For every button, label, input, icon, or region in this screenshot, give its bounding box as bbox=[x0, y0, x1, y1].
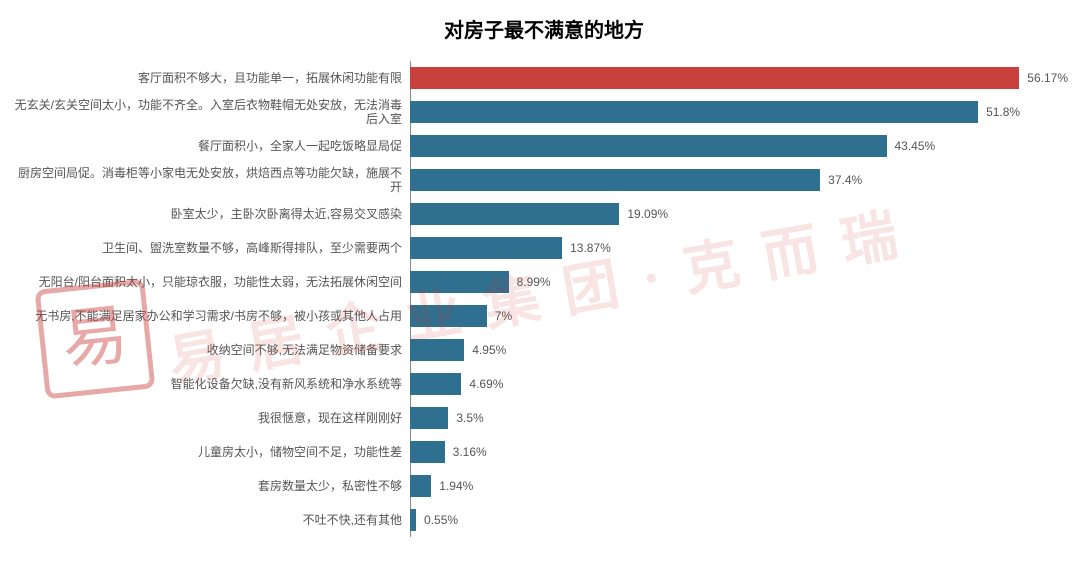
value-label: 13.87% bbox=[570, 241, 611, 255]
value-label: 19.09% bbox=[627, 207, 668, 221]
plot-area: 客厅面积不够大，且功能单一，拓展休闲功能有限56.17%无玄关/玄关空间太小，功… bbox=[410, 61, 1068, 537]
bar-row: 我很惬意，现在这样刚刚好3.5% bbox=[410, 401, 1068, 435]
value-label: 8.99% bbox=[517, 275, 551, 289]
category-label: 智能化设备欠缺,没有新风系统和净水系统等 bbox=[10, 377, 410, 391]
bar bbox=[410, 271, 509, 293]
bar-row: 餐厅面积小，全家人一起吃饭略显局促43.45% bbox=[410, 129, 1068, 163]
bar-row: 厨房空间局促。消毒柜等小家电无处安放，烘焙西点等功能欠缺，施展不开37.4% bbox=[410, 163, 1068, 197]
bar bbox=[410, 203, 619, 225]
value-label: 51.8% bbox=[986, 105, 1020, 119]
bar bbox=[410, 305, 487, 327]
bar-row: 无书房,不能满足居家办公和学习需求/书房不够，被小孩或其他人占用7% bbox=[410, 299, 1068, 333]
value-label: 7% bbox=[495, 309, 512, 323]
category-label: 我很惬意，现在这样刚刚好 bbox=[10, 411, 410, 425]
bar-row: 无阳台/阳台面积太小，只能琼衣服，功能性太弱，无法拓展休闲空间8.99% bbox=[410, 265, 1068, 299]
category-label: 儿童房太小，储物空间不足，功能性差 bbox=[10, 445, 410, 459]
value-label: 37.4% bbox=[828, 173, 862, 187]
bar bbox=[410, 67, 1019, 89]
category-label: 收纳空间不够,无法满足物资储备要求 bbox=[10, 343, 410, 357]
bar-row: 智能化设备欠缺,没有新风系统和净水系统等4.69% bbox=[410, 367, 1068, 401]
bar bbox=[410, 339, 464, 361]
bar bbox=[410, 135, 887, 157]
category-label: 无阳台/阳台面积太小，只能琼衣服，功能性太弱，无法拓展休闲空间 bbox=[10, 275, 410, 289]
bar bbox=[410, 475, 431, 497]
bar-row: 无玄关/玄关空间太小，功能不齐全。入室后衣物鞋帽无处安放，无法消毒后入室51.8… bbox=[410, 95, 1068, 129]
value-label: 1.94% bbox=[439, 479, 473, 493]
bar bbox=[410, 441, 445, 463]
bar bbox=[410, 509, 416, 531]
value-label: 56.17% bbox=[1027, 71, 1068, 85]
bar bbox=[410, 373, 461, 395]
category-label: 餐厅面积小，全家人一起吃饭略显局促 bbox=[10, 139, 410, 153]
bar-row: 卧室太少，主卧次卧离得太近,容易交叉感染19.09% bbox=[410, 197, 1068, 231]
category-label: 厨房空间局促。消毒柜等小家电无处安放，烘焙西点等功能欠缺，施展不开 bbox=[10, 166, 410, 195]
value-label: 3.5% bbox=[456, 411, 483, 425]
bar-row: 套房数量太少，私密性不够1.94% bbox=[410, 469, 1068, 503]
category-label: 无玄关/玄关空间太小，功能不齐全。入室后衣物鞋帽无处安放，无法消毒后入室 bbox=[10, 98, 410, 127]
category-label: 客厅面积不够大，且功能单一，拓展休闲功能有限 bbox=[10, 71, 410, 85]
bar-row: 儿童房太小，储物空间不足，功能性差3.16% bbox=[410, 435, 1068, 469]
bar-row: 收纳空间不够,无法满足物资储备要求4.95% bbox=[410, 333, 1068, 367]
bar bbox=[410, 169, 820, 191]
category-label: 卫生间、盥洗室数量不够，高峰斯得排队，至少需要两个 bbox=[10, 241, 410, 255]
chart-container: 对房子最不满意的地方 客厅面积不够大，且功能单一，拓展休闲功能有限56.17%无… bbox=[0, 14, 1088, 581]
value-label: 0.55% bbox=[424, 513, 458, 527]
value-label: 3.16% bbox=[453, 445, 487, 459]
value-label: 4.95% bbox=[472, 343, 506, 357]
bar-row: 卫生间、盥洗室数量不够，高峰斯得排队，至少需要两个13.87% bbox=[410, 231, 1068, 265]
bar bbox=[410, 101, 978, 123]
category-label: 套房数量太少，私密性不够 bbox=[10, 479, 410, 493]
chart-title: 对房子最不满意的地方 bbox=[0, 14, 1088, 43]
value-label: 43.45% bbox=[895, 139, 936, 153]
bar-row: 客厅面积不够大，且功能单一，拓展休闲功能有限56.17% bbox=[410, 61, 1068, 95]
bar-row: 不吐不快,还有其他0.55% bbox=[410, 503, 1068, 537]
category-label: 不吐不快,还有其他 bbox=[10, 513, 410, 527]
value-label: 4.69% bbox=[469, 377, 503, 391]
category-label: 卧室太少，主卧次卧离得太近,容易交叉感染 bbox=[10, 207, 410, 221]
bar bbox=[410, 237, 562, 259]
category-label: 无书房,不能满足居家办公和学习需求/书房不够，被小孩或其他人占用 bbox=[10, 309, 410, 323]
bar bbox=[410, 407, 448, 429]
